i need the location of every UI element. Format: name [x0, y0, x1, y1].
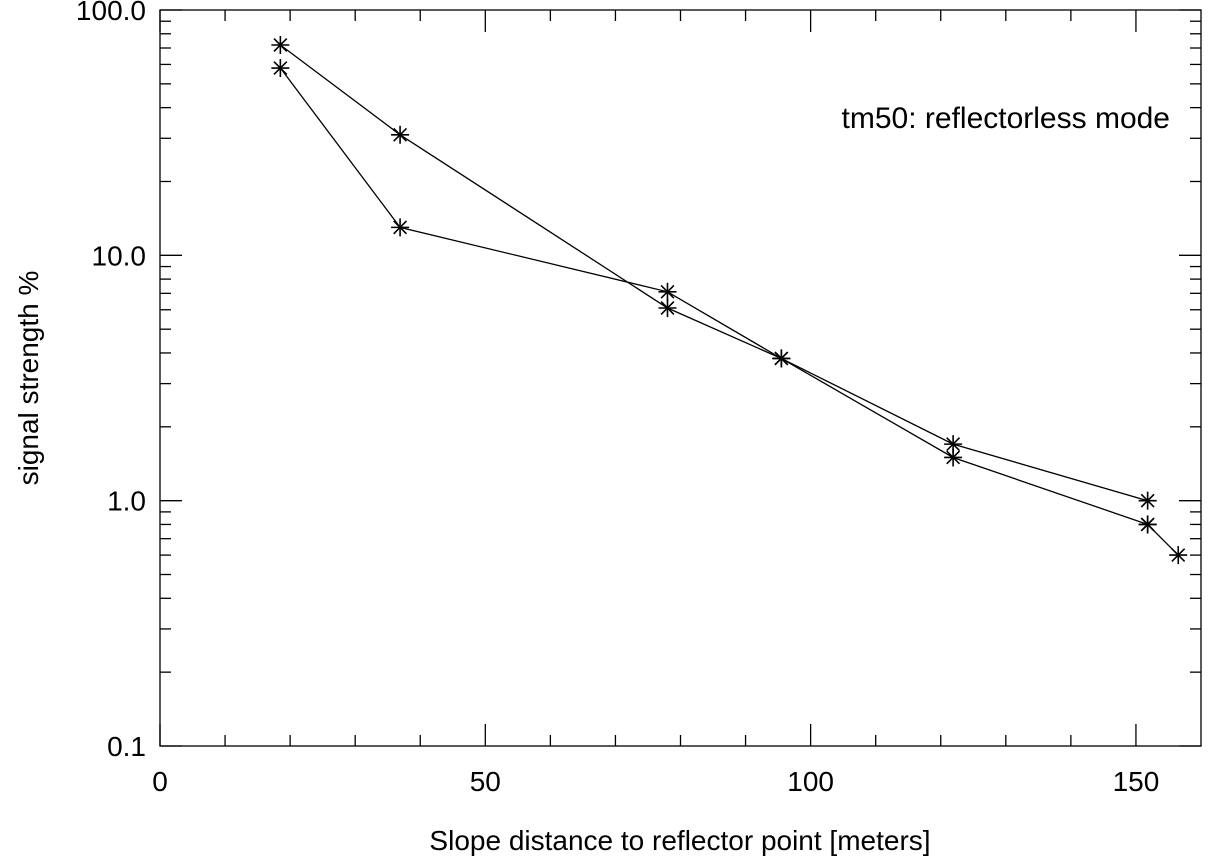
x-tick-label: 0: [152, 766, 168, 797]
x-tick-label: 150: [1113, 766, 1160, 797]
y-axis-label: signal strength %: [13, 271, 44, 486]
series-line-2: [279, 67, 1148, 502]
markers-group: [271, 36, 1188, 565]
x-tick-label: 50: [470, 766, 501, 797]
data-point-marker: [1138, 491, 1157, 510]
data-point-marker: [271, 36, 290, 55]
data-point-marker: [391, 218, 410, 237]
x-tick-label: 100: [787, 766, 834, 797]
y-tick-label: 100.0: [76, 0, 146, 26]
y-tick-label: 10.0: [92, 240, 147, 271]
axes: 0 50 100 150 0.1 1.0 10.0 100.0: [76, 0, 1202, 797]
data-point-marker: [1169, 546, 1188, 565]
data-point-marker: [271, 59, 290, 78]
data-point-marker: [772, 349, 791, 368]
data-point-marker: [944, 448, 963, 467]
data-point-marker: [391, 125, 410, 144]
series-line-1: [280, 44, 1148, 526]
x-axis-label: Slope distance to reflector point [meter…: [429, 825, 930, 856]
y-tick-label: 0.1: [107, 731, 146, 762]
data-point-marker: [658, 298, 677, 317]
data-point-marker: [1138, 515, 1157, 534]
annotation-text: tm50: reflectorless mode: [842, 102, 1170, 135]
data-point-marker: [658, 282, 677, 301]
data-point-marker: [944, 435, 963, 454]
y-tick-label: 1.0: [107, 486, 146, 517]
